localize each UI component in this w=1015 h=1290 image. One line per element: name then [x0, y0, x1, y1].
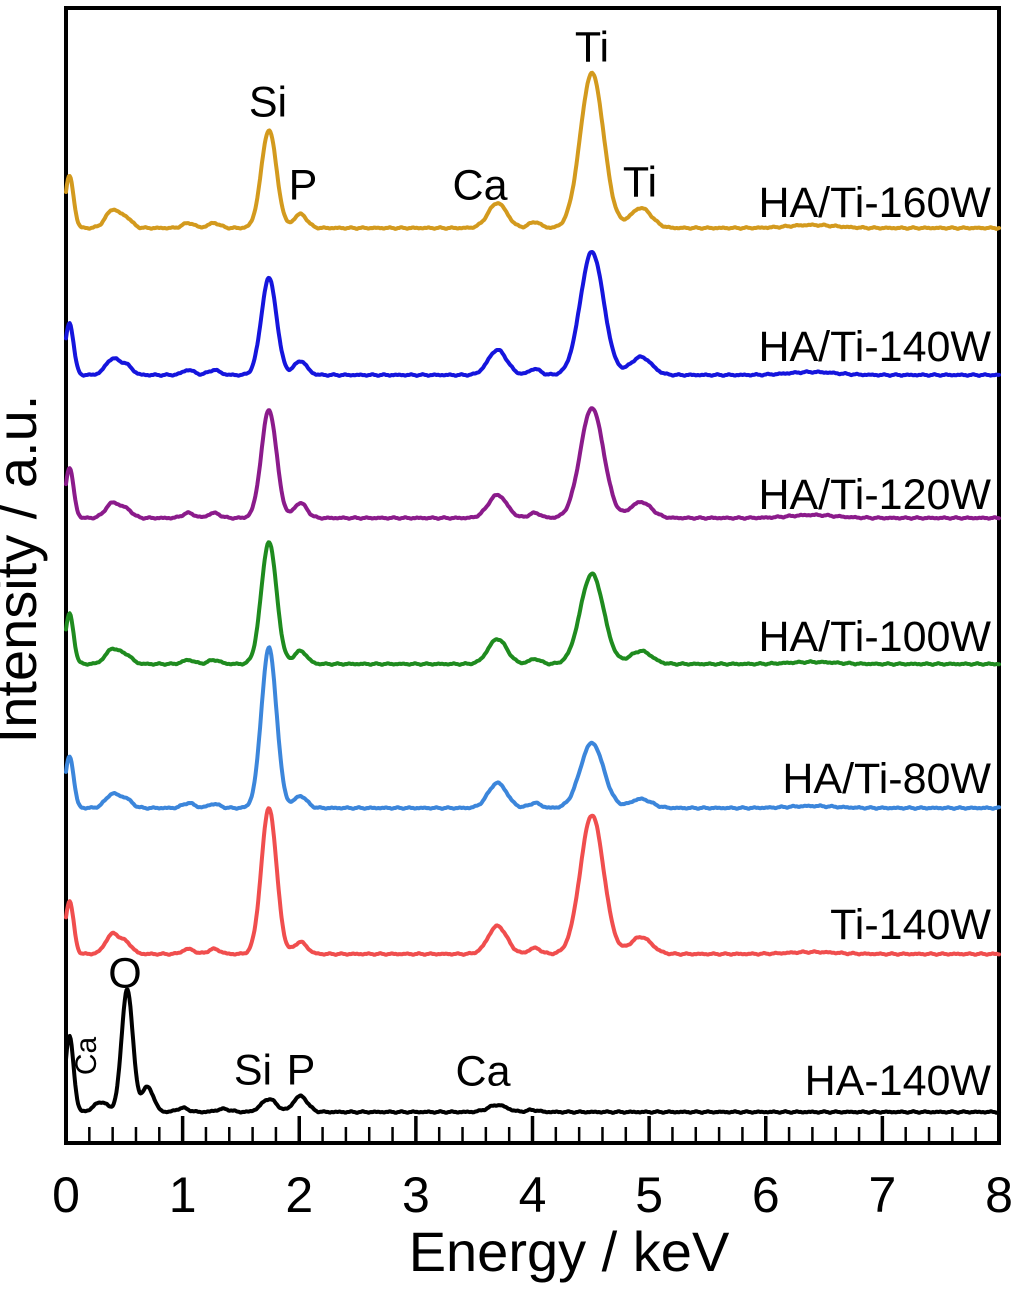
series-label-ha-ti-160w: HA/Ti-160W	[758, 179, 991, 227]
x-axis-tick-label: 2	[285, 1167, 313, 1223]
spectrum-line-ha-140w	[64, 987, 1001, 1115]
x-axis-tick-label: 8	[985, 1167, 1013, 1223]
x-axis-tick-label: 6	[752, 1167, 780, 1223]
series-label-ha-ti-80w: HA/Ti-80W	[782, 755, 991, 803]
peak-label-o: O	[108, 949, 141, 997]
spectrum-line-ti-140w	[64, 806, 1001, 957]
x-axis-tick-label: 7	[868, 1167, 896, 1223]
spectrum-line-ha-ti-160w	[64, 70, 1001, 231]
peak-label-si: Si	[249, 78, 287, 126]
series-label-ha-ti-100w: HA/Ti-100W	[758, 613, 991, 661]
series-label-ha-ti-120w: HA/Ti-120W	[758, 471, 991, 519]
peak-label-p: P	[289, 161, 318, 209]
series-label-ha-140w: HA-140W	[805, 1057, 992, 1105]
spectrum-line-ha-ti-80w	[64, 645, 1001, 811]
x-axis-tick-label: 5	[635, 1167, 663, 1223]
series-label-ha-ti-140w: HA/Ti-140W	[758, 323, 991, 371]
spectrum-line-ha-ti-140w	[64, 250, 1001, 378]
peak-label-ca: Ca	[70, 1037, 103, 1076]
x-axis-tick-label: 3	[402, 1167, 430, 1223]
peak-label-ca: Ca	[453, 161, 508, 209]
peak-label-ti: Ti	[575, 23, 609, 71]
plot-border	[64, 6, 1001, 1145]
spectrum-line-ha-ti-100w	[64, 540, 1001, 667]
peak-label-si: Si	[234, 1046, 272, 1094]
series-label-ti-140w: Ti-140W	[830, 901, 991, 949]
x-axis-tick-label: 1	[169, 1167, 197, 1223]
x-axis-tick-label: 4	[519, 1167, 547, 1223]
peak-label-ca: Ca	[456, 1047, 511, 1095]
peak-label-p: P	[287, 1046, 316, 1094]
y-axis-title: Intensity / a.u.	[0, 395, 48, 744]
x-axis-tick-label: 0	[52, 1167, 80, 1223]
spectrum-line-ha-ti-120w	[64, 406, 1001, 521]
x-axis-title: Energy / keV	[409, 1220, 730, 1283]
peak-label-ti: Ti	[623, 158, 657, 206]
